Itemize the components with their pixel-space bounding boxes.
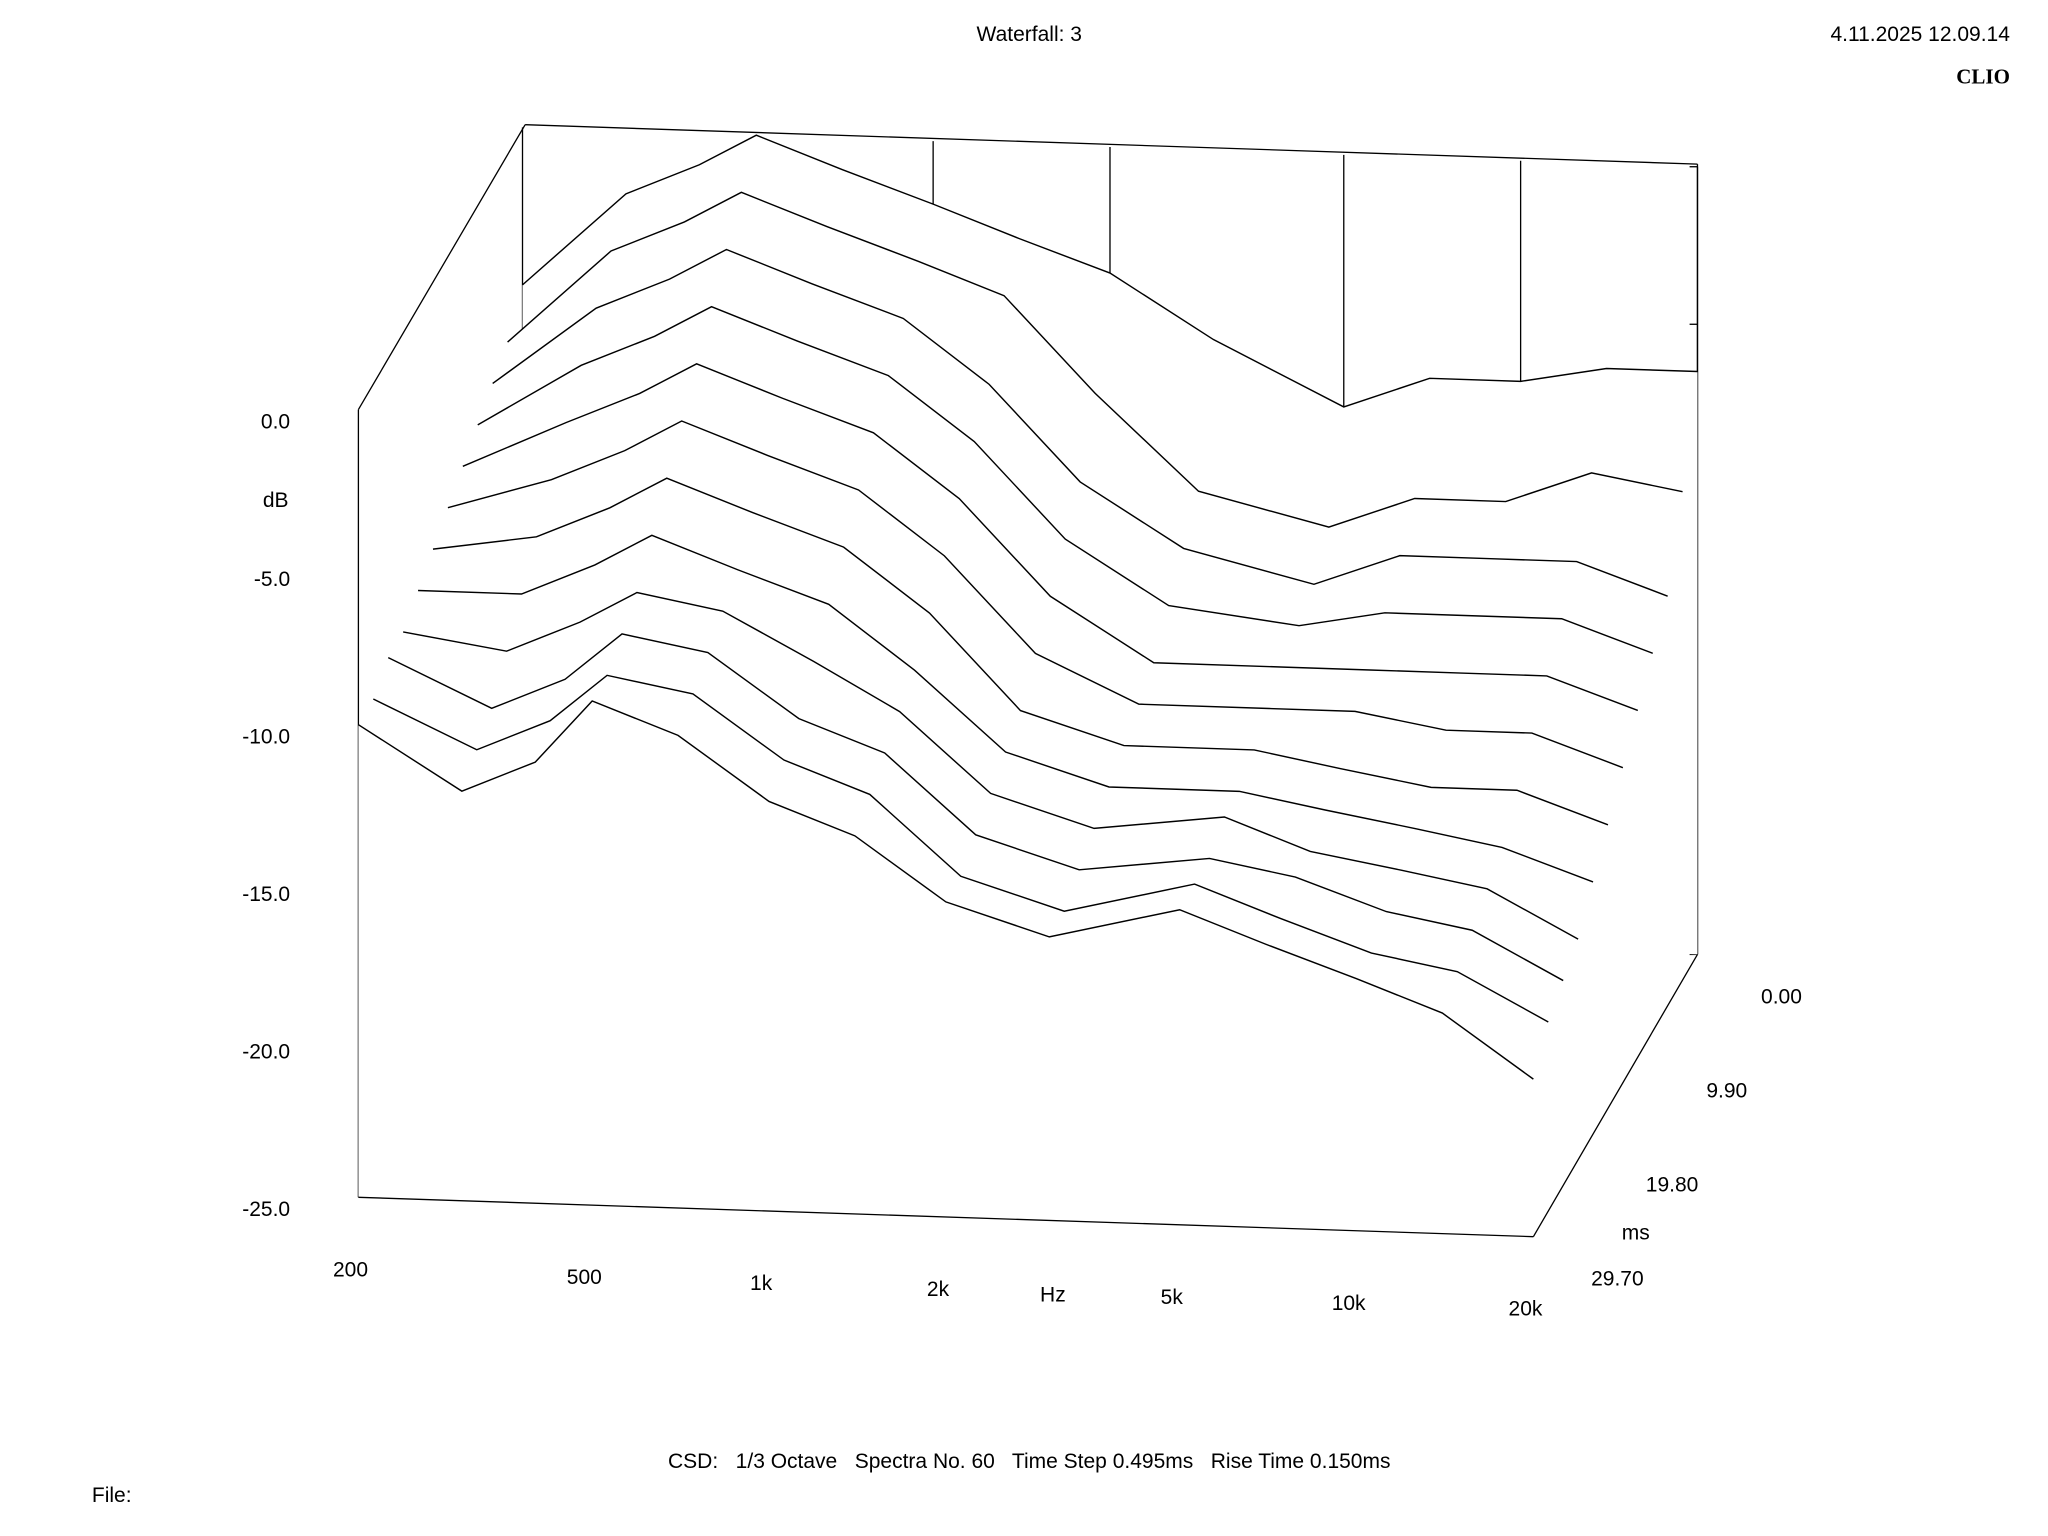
x-tick-label: 20k xyxy=(1509,1298,1543,1321)
axis-frame xyxy=(1532,954,1699,1238)
plot: Waterfall: 3 4.11.2025 12.09.14 CLIO CSD… xyxy=(92,23,2010,1507)
chart-title: Waterfall: 3 xyxy=(977,23,1082,46)
timestamp: 4.11.2025 12.09.14 xyxy=(1830,23,2010,46)
spectrum-line xyxy=(403,591,1579,940)
spectrum-line xyxy=(387,633,1564,982)
x-tick-label: 200 xyxy=(333,1258,368,1281)
spectrum-line xyxy=(492,248,1668,597)
y-tick-label: -20.0 xyxy=(242,1040,290,1063)
x-tick-label: 2k xyxy=(927,1278,950,1301)
spectrum-line xyxy=(507,191,1683,528)
footer: CSD: 1/3 Octave Spectra No. 60 Time Step… xyxy=(668,1450,1390,1473)
spectrum-line xyxy=(522,134,1698,408)
y-tick-label: 0.0 xyxy=(261,410,290,433)
x-tick-label: 10k xyxy=(1332,1292,1366,1315)
z-axis-label: ms xyxy=(1622,1222,1650,1245)
y-tick-label: -15.0 xyxy=(242,883,290,906)
y-tick-label: -5.0 xyxy=(254,568,290,591)
spectrum-line xyxy=(462,363,1639,712)
spectrum-line xyxy=(373,674,1549,1023)
y-tick-label: -25.0 xyxy=(242,1198,290,1221)
z-tick-label: 0.00 xyxy=(1761,985,1802,1008)
spectrum-line xyxy=(418,534,1594,883)
z-tick-label: 9.90 xyxy=(1706,1079,1747,1102)
axis-frame xyxy=(357,124,526,410)
y-axis-label: dB xyxy=(263,489,289,512)
y-tick-label: -10.0 xyxy=(242,725,290,748)
x-tick-label: 500 xyxy=(567,1266,602,1289)
spectrum-line xyxy=(477,305,1653,654)
x-axis-label: Hz xyxy=(1040,1283,1066,1306)
axis-frame xyxy=(358,1196,1534,1238)
slice-mask xyxy=(358,701,1534,1237)
brand: CLIO xyxy=(1956,65,2010,89)
z-tick-label: 19.80 xyxy=(1646,1173,1699,1196)
spectrum-line xyxy=(432,477,1609,826)
spectrum-line xyxy=(447,420,1624,769)
x-tick-label: 1k xyxy=(750,1272,773,1295)
z-tick-label: 29.70 xyxy=(1591,1268,1644,1291)
spectrum-line xyxy=(358,700,1534,1080)
file-label: File: xyxy=(92,1484,132,1507)
x-tick-label: 5k xyxy=(1161,1286,1184,1309)
axis-frame xyxy=(525,124,1698,165)
